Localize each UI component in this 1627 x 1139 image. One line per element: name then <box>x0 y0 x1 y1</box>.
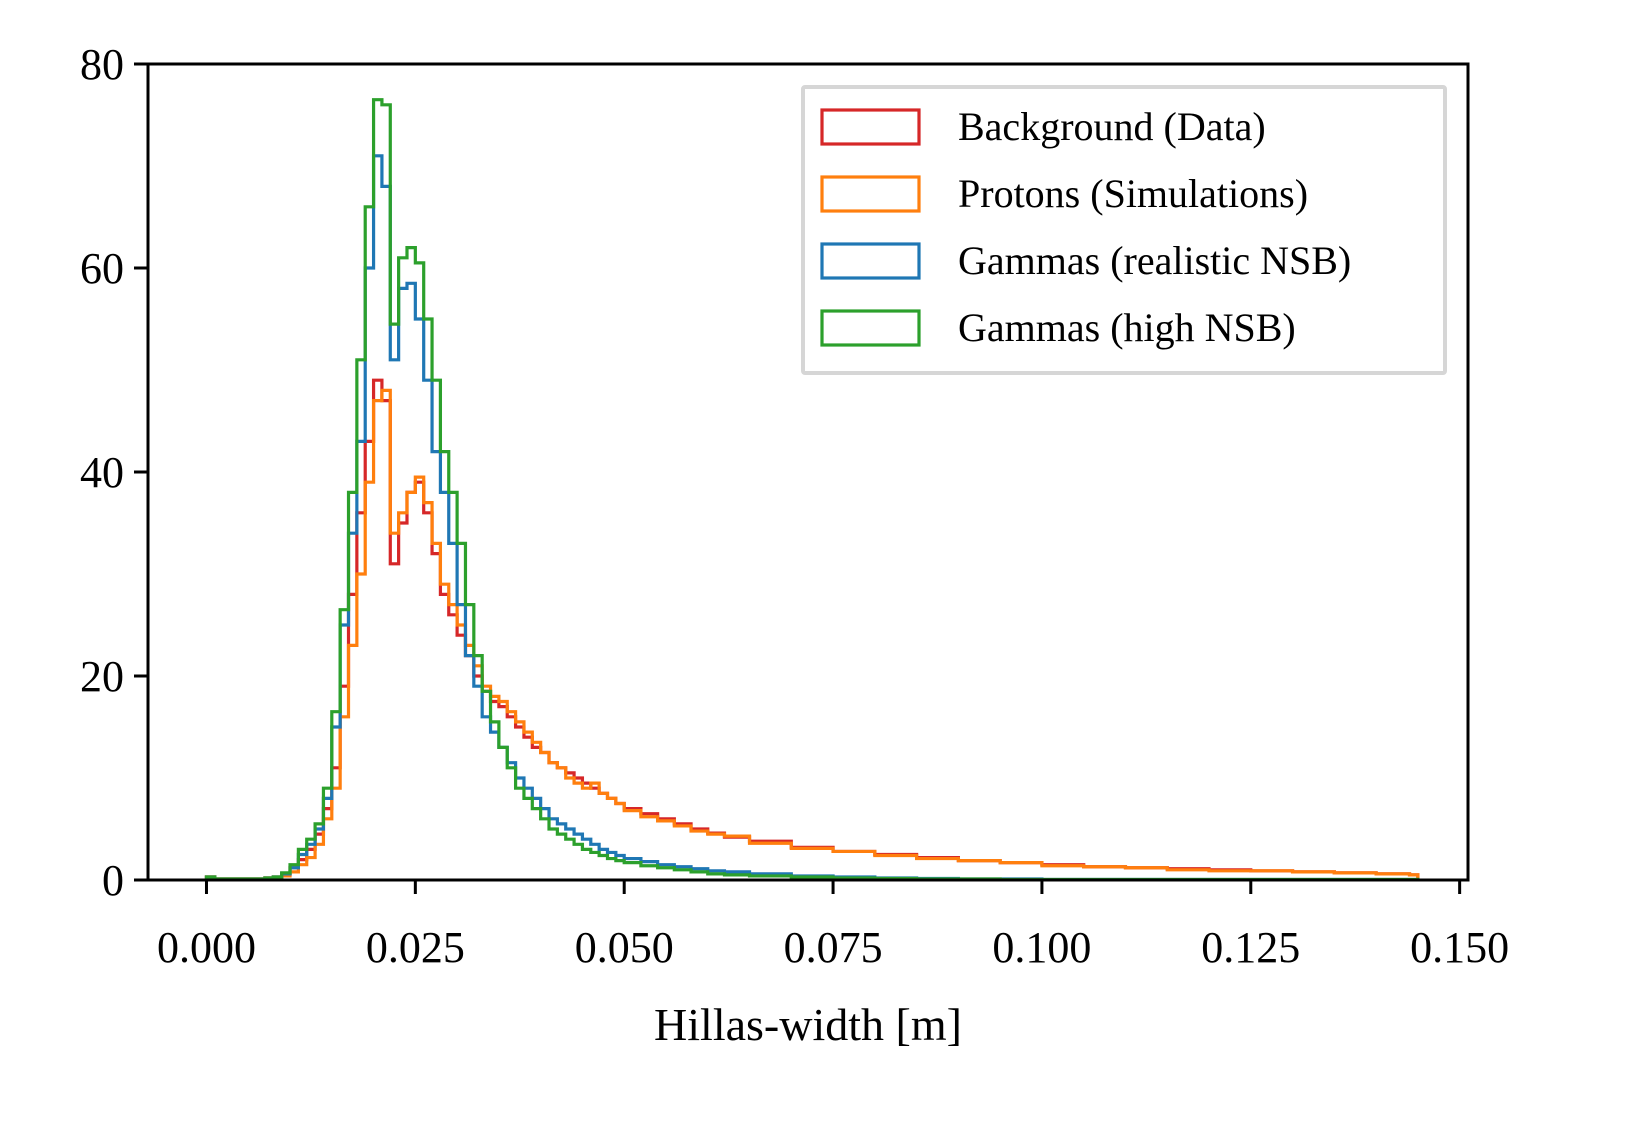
series-line-1 <box>204 378 1420 881</box>
legend-label: Gammas (high NSB) <box>958 305 1296 350</box>
legend-swatch <box>820 242 921 280</box>
x-tick-label: 0.150 <box>1410 923 1509 972</box>
y-axis: 0 20 40 60 80 <box>80 40 148 905</box>
y-tick-label: 0 <box>102 856 124 905</box>
x-tick-label: 0.050 <box>575 923 674 972</box>
legend-box <box>801 85 1447 375</box>
y-tick-label: 60 <box>80 244 124 293</box>
legend-label: Gammas (realistic NSB) <box>958 238 1351 283</box>
y-tick-label: 40 <box>80 448 124 497</box>
legend-swatch <box>820 309 921 347</box>
legend-label: Background (Data) <box>958 104 1266 149</box>
legend: Background (Data) Protons (Simulations) Ga… <box>801 85 1447 375</box>
y-tick-label: 80 <box>80 40 124 89</box>
legend-swatch <box>820 175 921 213</box>
x-axis: 0.000 0.025 0.050 0.075 0.100 0.125 0.150 <box>157 880 1509 972</box>
legend-label: Protons (Simulations) <box>958 171 1308 216</box>
series-line-2 <box>204 388 1420 881</box>
x-tick-label: 0.075 <box>784 923 883 972</box>
series-line-4 <box>204 98 1420 882</box>
series-layer <box>204 98 1420 882</box>
x-axis-title: Hillas-width [m] <box>654 999 962 1050</box>
x-tick-label: 0.100 <box>992 923 1091 972</box>
x-tick-label: 0.125 <box>1201 923 1300 972</box>
x-tick-label: 0.000 <box>157 923 256 972</box>
y-tick-label: 20 <box>80 652 124 701</box>
legend-swatch <box>820 108 921 146</box>
x-tick-label: 0.025 <box>366 923 465 972</box>
